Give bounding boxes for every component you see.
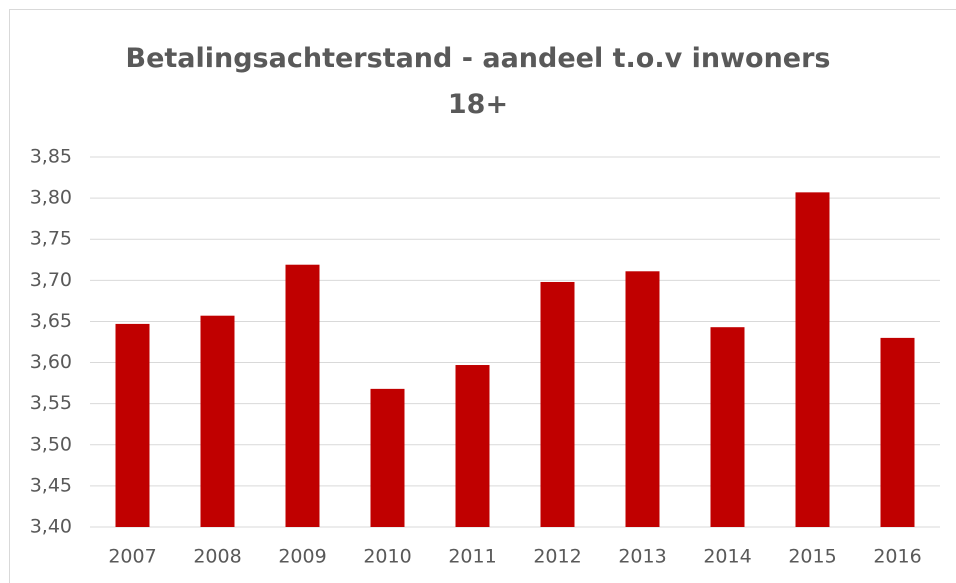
bar	[625, 271, 660, 527]
x-tick-label: 2015	[788, 546, 836, 568]
bar	[540, 281, 575, 527]
chart-title: Betalingsachterstand - aandeel t.o.v inw…	[125, 43, 831, 120]
chart-border	[9, 9, 956, 583]
x-tick-label: 2011	[448, 546, 496, 568]
x-tick-label: 2007	[108, 546, 156, 568]
y-tick-label: 3,65	[30, 310, 72, 332]
y-tick-label: 3,80	[30, 187, 72, 209]
bar	[115, 323, 150, 527]
y-tick-label: 3,70	[30, 269, 72, 291]
bar	[285, 264, 320, 527]
bar	[370, 388, 405, 527]
x-tick-label: 2016	[873, 546, 921, 568]
bar	[795, 192, 830, 527]
y-tick-label: 3,45	[30, 474, 72, 496]
bar	[455, 365, 490, 527]
x-tick-label: 2013	[618, 546, 666, 568]
x-tick-label: 2008	[193, 546, 241, 568]
x-tick-label: 2010	[363, 546, 411, 568]
bar	[880, 337, 915, 527]
x-tick-label: 2009	[278, 546, 326, 568]
y-tick-label: 3,55	[30, 392, 72, 414]
bar	[710, 327, 745, 527]
y-tick-label: 3,40	[30, 516, 72, 538]
y-tick-label: 3,85	[30, 146, 72, 168]
y-tick-label: 3,75	[30, 228, 72, 250]
y-tick-label: 3,50	[30, 433, 72, 455]
bar	[200, 315, 235, 527]
x-tick-label: 2014	[703, 546, 751, 568]
y-tick-label: 3,60	[30, 351, 72, 373]
x-tick-label: 2012	[533, 546, 581, 568]
